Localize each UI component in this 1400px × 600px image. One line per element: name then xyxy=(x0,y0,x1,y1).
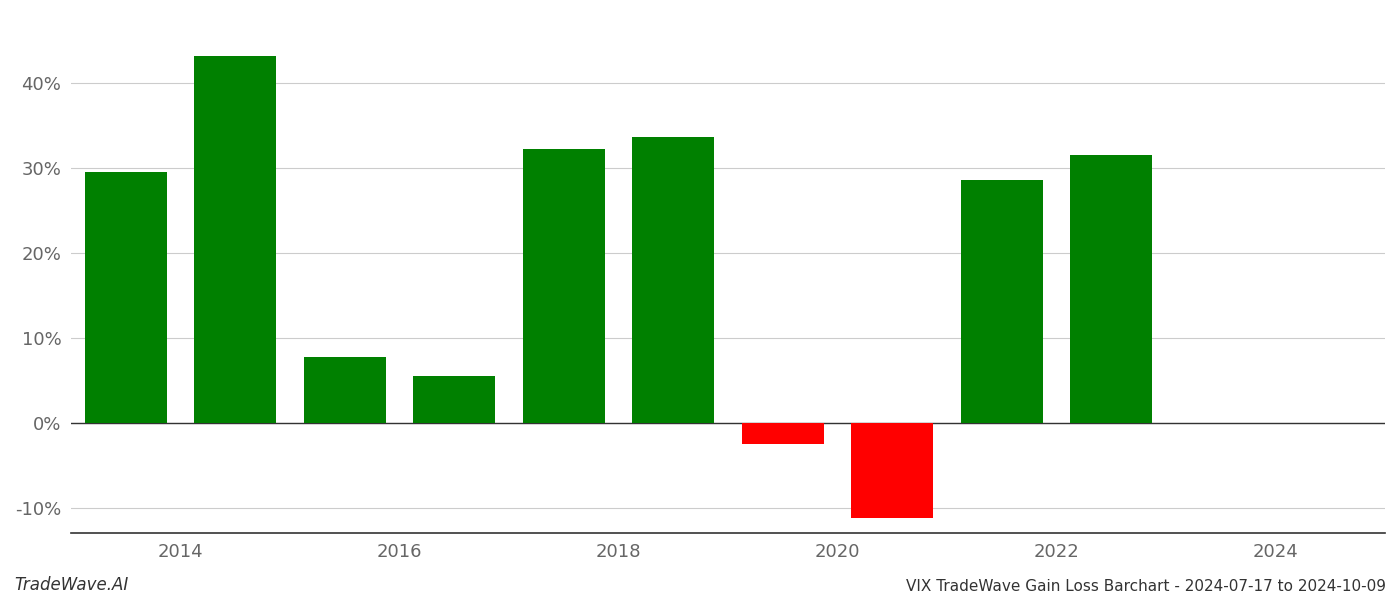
Bar xyxy=(84,172,167,423)
Bar xyxy=(413,376,496,423)
Text: TradeWave.AI: TradeWave.AI xyxy=(14,576,129,594)
Bar xyxy=(851,423,934,518)
Bar xyxy=(960,180,1043,423)
Bar xyxy=(1070,155,1152,423)
Bar xyxy=(633,137,714,423)
Bar xyxy=(195,56,276,423)
Text: VIX TradeWave Gain Loss Barchart - 2024-07-17 to 2024-10-09: VIX TradeWave Gain Loss Barchart - 2024-… xyxy=(906,579,1386,594)
Bar xyxy=(304,356,386,423)
Bar xyxy=(522,149,605,423)
Bar xyxy=(742,423,823,444)
